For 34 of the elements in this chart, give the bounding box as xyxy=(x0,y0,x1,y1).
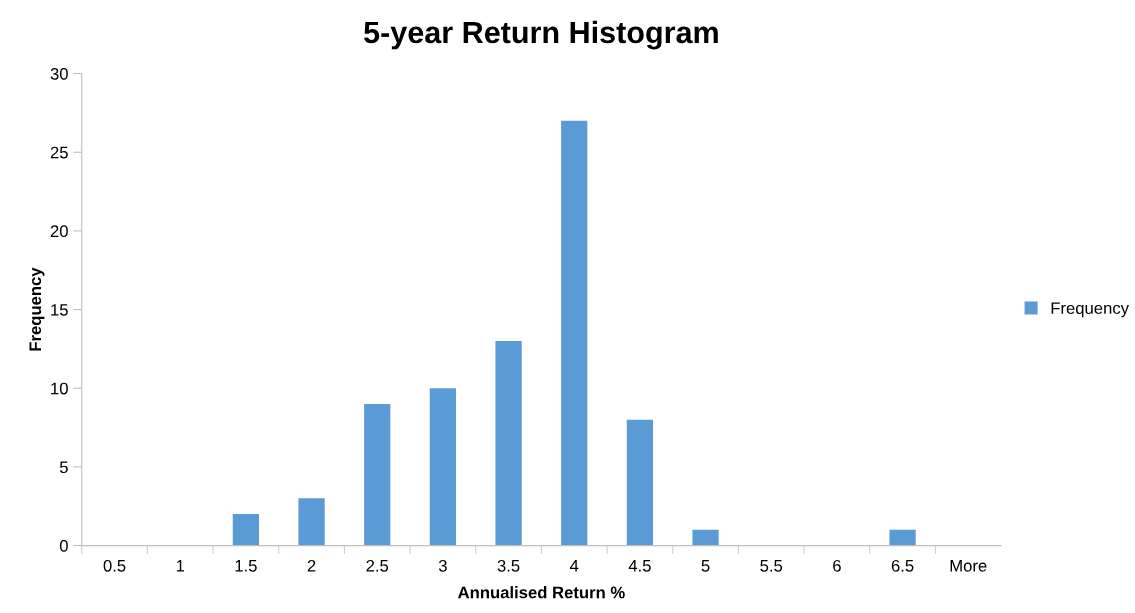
y-tick-label: 15 xyxy=(51,304,68,316)
y-tick-label: 10 xyxy=(51,382,68,395)
x-tick-label: 1 xyxy=(176,560,185,572)
bar xyxy=(889,529,916,546)
bar xyxy=(626,419,654,546)
bar xyxy=(364,403,391,546)
bar xyxy=(429,388,457,546)
x-tick-label: 4.5 xyxy=(628,560,651,572)
x-tick-label: 4 xyxy=(569,560,579,572)
x-tick-label: 5.5 xyxy=(760,560,783,572)
bar xyxy=(692,529,719,546)
y-tick-label: 0 xyxy=(59,539,68,552)
x-tick-label: 1.5 xyxy=(235,560,257,572)
x-axis-title: Annualised Return % xyxy=(458,586,625,599)
x-tick-label: 3.5 xyxy=(497,559,520,572)
x-tick-label: More xyxy=(950,560,987,572)
x-tick-label: 6 xyxy=(833,559,841,572)
x-tick-label: 2.5 xyxy=(366,559,389,572)
y-tick-label: 30 xyxy=(50,67,68,80)
chart-title: 5-year Return Histogram xyxy=(364,20,718,50)
y-tick-label: 25 xyxy=(50,146,68,159)
x-tick-label: 0.5 xyxy=(103,559,126,572)
x-tick-label: 6.5 xyxy=(891,559,914,572)
bar xyxy=(298,498,325,546)
x-tick-label: 2 xyxy=(307,559,316,572)
y-tick-label: 20 xyxy=(50,225,68,238)
bar xyxy=(495,341,522,546)
legend-label: Frequency xyxy=(1051,302,1129,318)
x-tick-label: 5 xyxy=(701,560,710,572)
x-tick-label: 3 xyxy=(438,559,447,572)
bar xyxy=(232,514,260,546)
y-axis-title: Frequency xyxy=(29,267,45,351)
bar xyxy=(561,120,588,546)
y-tick-label: 5 xyxy=(59,461,68,474)
